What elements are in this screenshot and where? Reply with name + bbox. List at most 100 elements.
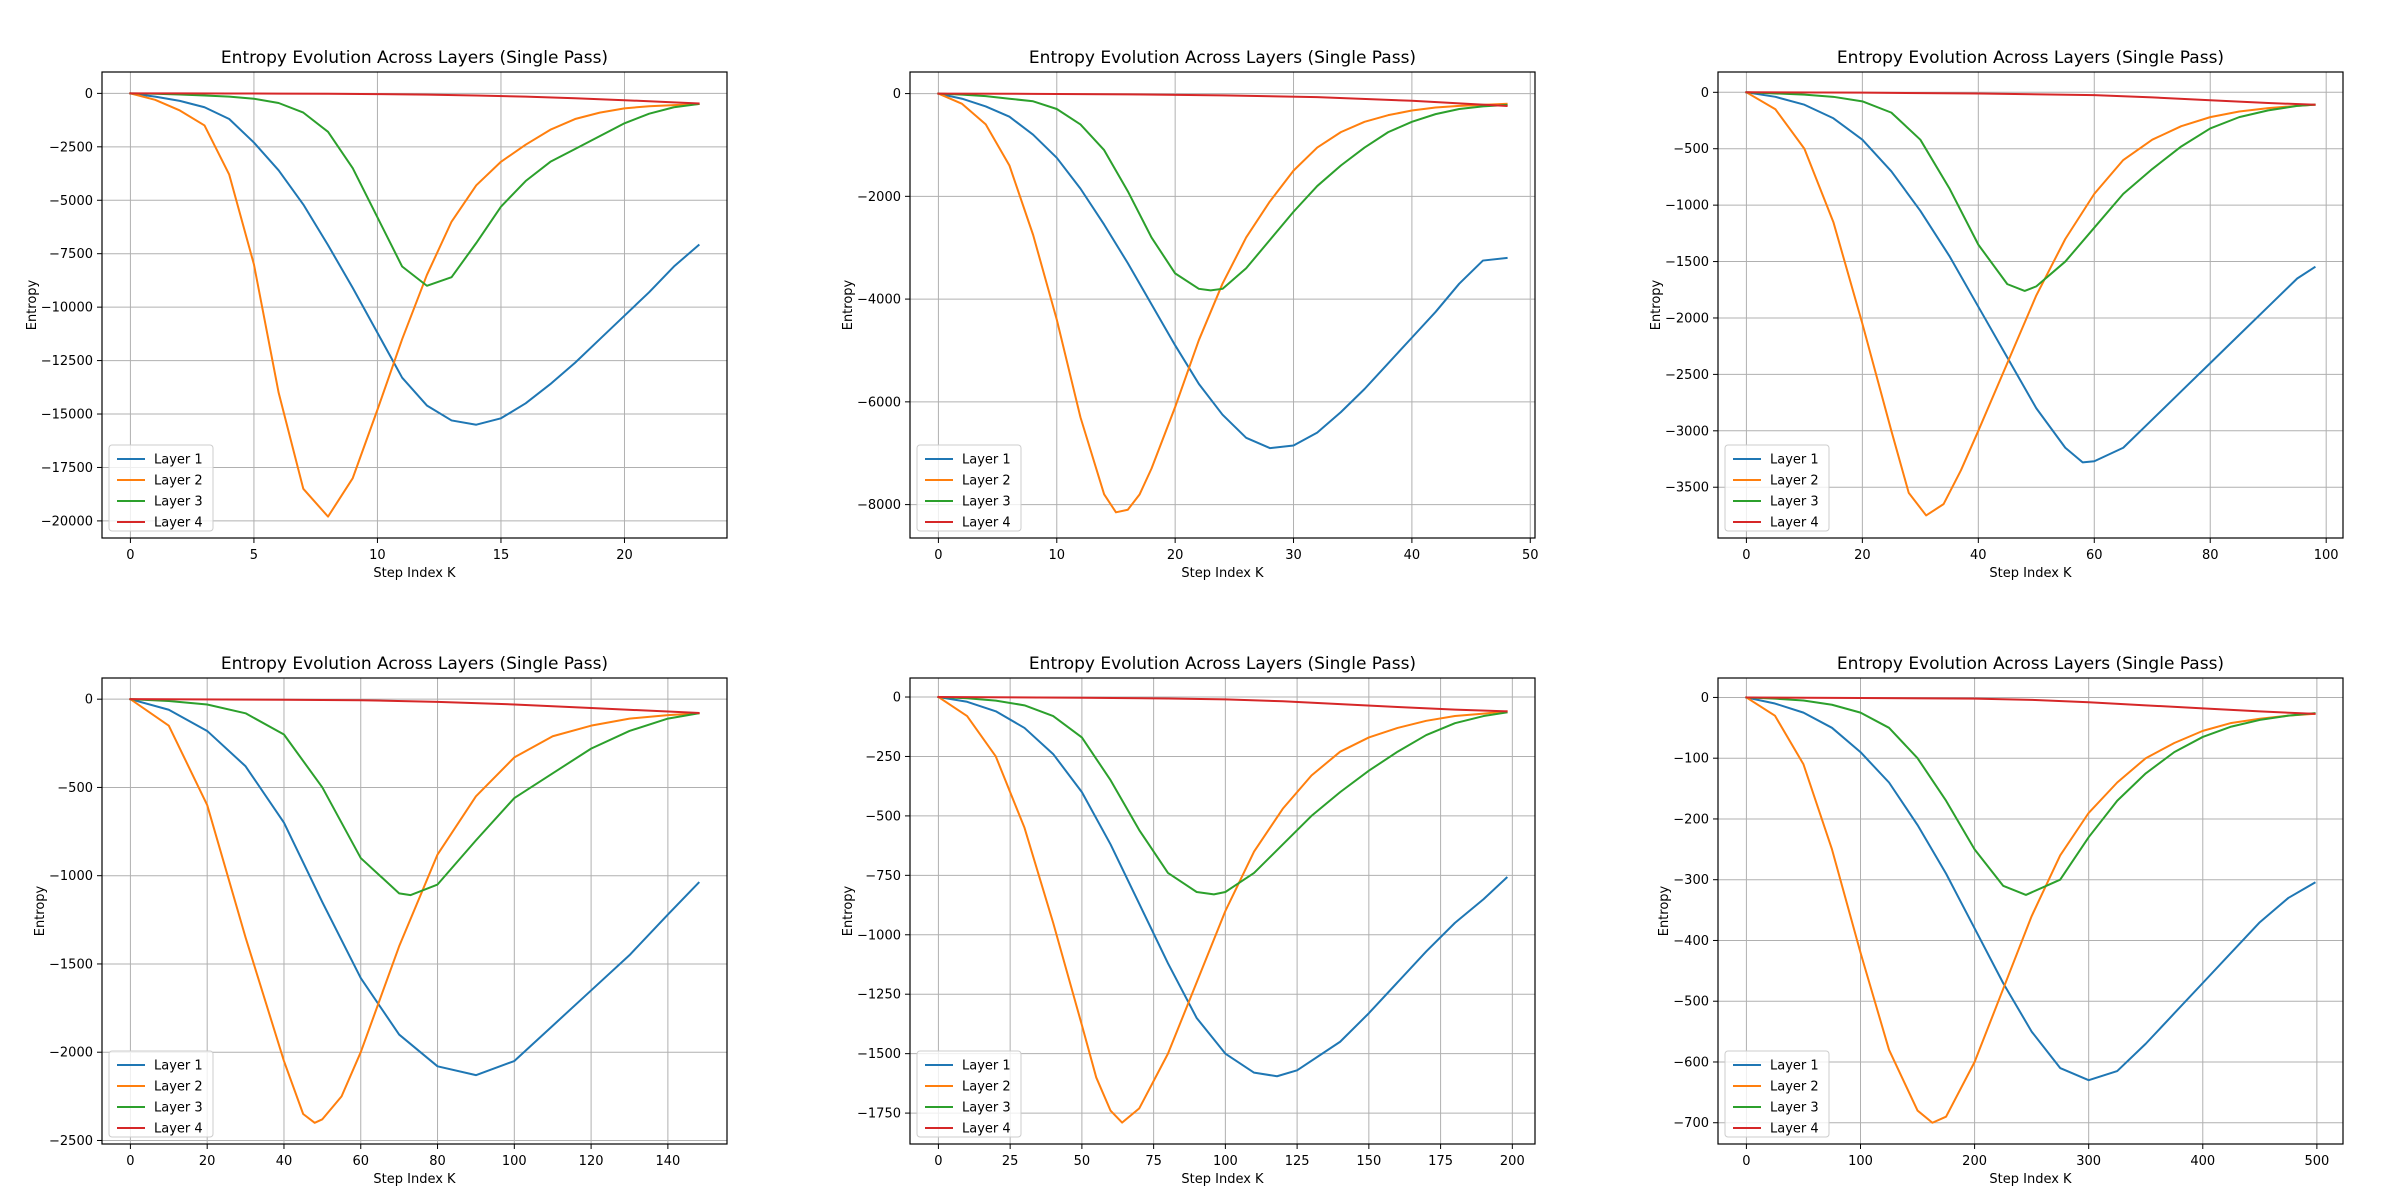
legend-label-layer-3: Layer 3 <box>154 1101 203 1116</box>
axes-frame <box>909 677 1536 1145</box>
x-axis-label: Step Index K <box>1181 566 1264 581</box>
y-tick-label: 0 <box>85 87 93 102</box>
series-line-layer-4 <box>937 92 1508 107</box>
series-line-layer-2 <box>129 697 700 1124</box>
y-tick-label: −20000 <box>41 514 93 529</box>
y-tick-label: −17500 <box>41 461 93 476</box>
x-axis-label: Step Index K <box>1989 1172 2072 1187</box>
x-tick-label: 60 <box>2086 548 2103 563</box>
y-tick-label: −1250 <box>857 988 901 1003</box>
series-line-layer-1 <box>1745 696 2316 1082</box>
x-tick-label: 100 <box>2314 548 2339 563</box>
legend-label-layer-4: Layer 4 <box>1770 1122 1819 1137</box>
x-tick-label: 125 <box>1285 1154 1310 1169</box>
chart-title: Entropy Evolution Across Layers (Single … <box>1837 654 2224 674</box>
legend-box <box>916 444 1022 532</box>
y-tick-label: −2500 <box>49 140 93 155</box>
legend: Layer 1 Layer 2 Layer 3 Layer 4 <box>916 1050 1022 1138</box>
x-tick-label: 0 <box>1742 1154 1750 1169</box>
series-line-layer-2 <box>937 92 1508 514</box>
y-axis-label: Entropy <box>1649 279 1664 330</box>
chart-panel-6: 0 100 200 300 400 500 0 −100 −200 −300 −400 −500 −60… <box>1657 654 2344 1187</box>
y-tick-label: −3500 <box>1665 481 1709 496</box>
x-tick-label: 80 <box>429 1154 446 1169</box>
series-line-layer-2 <box>1745 696 2316 1124</box>
x-tick-label: 500 <box>2304 1154 2329 1169</box>
y-tick-label: −500 <box>865 809 901 824</box>
legend-label-layer-2: Layer 2 <box>154 1080 203 1095</box>
legend-label-layer-3: Layer 3 <box>154 495 203 510</box>
x-tick-label: 30 <box>1285 548 1302 563</box>
x-tick-label: 400 <box>2190 1154 2215 1169</box>
x-axis-label: Step Index K <box>1181 1172 1264 1187</box>
legend-label-layer-4: Layer 4 <box>154 516 203 531</box>
chart-panel-3: 0 20 40 60 80 100 0 −500 −1000 −1500 −2000 −2500 −30… <box>1649 48 2344 581</box>
y-tick-label: −1500 <box>857 1047 901 1062</box>
x-tick-label: 50 <box>1074 1154 1091 1169</box>
x-tick-label: 100 <box>502 1154 527 1169</box>
x-tick-label: 20 <box>199 1154 216 1169</box>
y-axis-label: Entropy <box>25 279 40 330</box>
y-tick-label: −10000 <box>41 301 93 316</box>
legend-label-layer-2: Layer 2 <box>962 1080 1011 1095</box>
x-tick-label: 40 <box>276 1154 293 1169</box>
series-line-layer-1 <box>1745 91 2316 464</box>
x-tick-label: 50 <box>1522 548 1539 563</box>
y-tick-label: −4000 <box>857 293 901 308</box>
legend-label-layer-4: Layer 4 <box>962 516 1011 531</box>
legend-label-layer-4: Layer 4 <box>1770 516 1819 531</box>
x-tick-label: 20 <box>616 548 633 563</box>
x-tick-label: 80 <box>2202 548 2219 563</box>
legend-label-layer-3: Layer 3 <box>962 495 1011 510</box>
y-tick-label: −250 <box>865 750 901 765</box>
series-line-layer-3 <box>129 698 700 897</box>
legend-label-layer-2: Layer 2 <box>1770 474 1819 489</box>
x-axis-label: Step Index K <box>1989 566 2072 581</box>
legend: Layer 1 Layer 2 Layer 3 Layer 4 <box>108 1050 214 1138</box>
x-tick-label: 300 <box>2076 1154 2101 1169</box>
x-tick-label: 40 <box>1404 548 1421 563</box>
y-tick-label: −7500 <box>49 247 93 262</box>
y-tick-label: −6000 <box>857 395 901 410</box>
legend: Layer 1 Layer 2 Layer 3 Layer 4 <box>1724 1050 1830 1138</box>
legend-label-layer-4: Layer 4 <box>154 1122 203 1137</box>
chart-title: Entropy Evolution Across Layers (Single … <box>1029 48 1416 68</box>
axes-frame <box>1717 677 2344 1145</box>
legend: Layer 1 Layer 2 Layer 3 Layer 4 <box>916 444 1022 532</box>
y-tick-label: −200 <box>1673 812 1709 827</box>
y-tick-label: −100 <box>1673 752 1709 767</box>
chart-title: Entropy Evolution Across Layers (Single … <box>1029 654 1416 674</box>
series-line-layer-4 <box>937 696 1508 713</box>
series-line-layer-2 <box>1745 90 2316 517</box>
y-tick-label: 0 <box>1701 691 1709 706</box>
x-tick-label: 100 <box>1848 1154 1873 1169</box>
y-tick-label: −2000 <box>857 190 901 205</box>
axes-frame <box>1717 71 2344 539</box>
y-axis-label: Entropy <box>841 279 856 330</box>
chart-title: Entropy Evolution Across Layers (Single … <box>221 48 608 68</box>
legend-box <box>916 1050 1022 1138</box>
legend-label-layer-3: Layer 3 <box>1770 1101 1819 1116</box>
x-tick-label: 5 <box>250 548 258 563</box>
axes-frame <box>101 677 728 1145</box>
series-line-layer-1 <box>937 92 1508 450</box>
legend: Layer 1 Layer 2 Layer 3 Layer 4 <box>1724 444 1830 532</box>
y-tick-label: −700 <box>1673 1116 1709 1131</box>
x-tick-label: 100 <box>1213 1154 1238 1169</box>
x-tick-label: 150 <box>1356 1154 1381 1169</box>
y-tick-label: −1500 <box>1665 255 1709 270</box>
series-line-layer-1 <box>129 92 701 426</box>
legend-label-layer-1: Layer 1 <box>154 1059 203 1074</box>
legend-label-layer-1: Layer 1 <box>962 453 1011 468</box>
x-axis-label: Step Index K <box>373 566 456 581</box>
y-tick-label: −500 <box>57 781 93 796</box>
x-tick-label: 40 <box>1970 548 1987 563</box>
axes-frame <box>101 71 728 539</box>
x-tick-label: 10 <box>1049 548 1066 563</box>
x-tick-label: 15 <box>493 548 510 563</box>
series-line-layer-3 <box>937 92 1508 292</box>
y-tick-label: −1000 <box>49 869 93 884</box>
x-tick-label: 75 <box>1145 1154 1162 1169</box>
x-tick-label: 0 <box>934 548 942 563</box>
